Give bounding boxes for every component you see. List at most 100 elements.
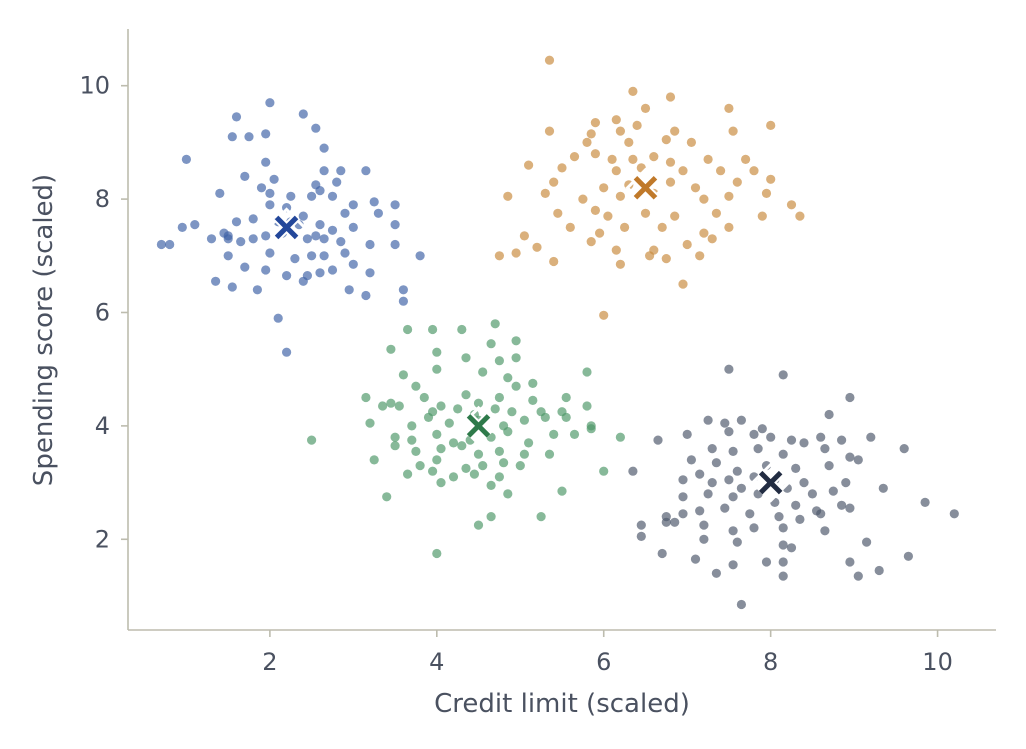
cluster-2-point-69: [682, 239, 692, 250]
cluster-2-point-21: [607, 154, 617, 164]
cluster-1-point-23: [315, 186, 325, 196]
cluster-1-point-42: [177, 222, 187, 232]
cluster-4-point-70: [749, 523, 759, 533]
cluster-4-point-31: [824, 461, 834, 471]
cluster-4-point-49: [728, 492, 738, 502]
cluster-3-point-41: [423, 412, 434, 422]
cluster-3-point-73: [461, 463, 471, 473]
cluster-2-point-42: [540, 188, 550, 198]
cluster-4-point-40: [678, 475, 688, 485]
cluster-1-point-66: [261, 265, 271, 275]
points-layer: [156, 55, 959, 610]
cluster-1-point-82: [415, 251, 425, 261]
cluster-4-point-12: [766, 432, 776, 442]
cluster-2-point-28: [557, 163, 567, 173]
cluster-1-point-52: [311, 231, 321, 241]
cluster-3-point-38: [582, 401, 592, 411]
cluster-1-point-14: [361, 166, 371, 176]
cluster-4-point-14: [799, 438, 809, 448]
cluster-3-point-59: [586, 424, 596, 434]
cluster-3-point-67: [494, 446, 504, 456]
cluster-1-centroid: [266, 207, 307, 248]
cluster-2-point-27: [524, 160, 534, 170]
cluster-4-point-80: [657, 548, 667, 559]
cluster-3-point-68: [519, 449, 530, 459]
cluster-2-point-60: [595, 228, 605, 238]
cluster-2-point-33: [749, 166, 759, 176]
cluster-2-point-70: [707, 234, 717, 244]
cluster-2-point-50: [590, 205, 601, 215]
cluster-1-point-20: [265, 188, 275, 198]
cluster-2-point-76: [661, 254, 671, 264]
cluster-2-point-24: [665, 157, 676, 167]
cluster-1-point-72: [227, 282, 237, 292]
cluster-2-point-71: [494, 251, 504, 261]
cluster-2-point-64: [724, 222, 734, 232]
cluster-2-point-19: [569, 152, 580, 162]
cluster-4-point-87: [903, 551, 914, 561]
cluster-3-point-63: [411, 446, 421, 456]
cluster-4-point-76: [699, 534, 709, 544]
cluster-1-point-60: [290, 254, 300, 264]
cluster-2-point-1: [544, 55, 555, 65]
cluster-4-point-88: [711, 568, 722, 578]
cluster-4-point-62: [795, 514, 805, 525]
cluster-4-point-75: [636, 531, 646, 542]
cluster-1-point-63: [340, 248, 350, 258]
cluster-3-point-8: [486, 339, 496, 349]
cluster-3-point-12: [582, 367, 592, 377]
cluster-3-point-14: [432, 364, 442, 374]
cluster-4-point-15: [816, 432, 826, 442]
cluster-2-point-13: [728, 126, 738, 136]
cluster-1-point-53: [319, 234, 329, 244]
cluster-4-point-58: [695, 506, 705, 516]
cluster-3-point-26: [494, 392, 504, 403]
cluster-1-point-78: [361, 290, 371, 301]
cluster-4-point-61: [774, 511, 784, 522]
cluster-2-centroid-mark: [633, 175, 658, 200]
cluster-4-point-64: [845, 503, 855, 513]
cluster-2-point-26: [741, 154, 751, 164]
cluster-1-point-77: [344, 285, 354, 295]
cluster-3-point-65: [457, 441, 467, 451]
x-tick-label-6: 6: [596, 648, 611, 676]
cluster-2-point-35: [599, 183, 609, 193]
x-tick-label-8: 8: [763, 648, 778, 676]
cluster-4-point-42: [736, 483, 747, 493]
cluster-3-point-34: [490, 404, 500, 414]
cluster-4-point-33: [695, 469, 705, 479]
cluster-4-centroid-mark: [758, 470, 783, 495]
cluster-3-point-3: [457, 324, 467, 335]
cluster-4-point-28: [732, 466, 742, 476]
centroids-layer: [266, 167, 791, 503]
cluster-4-point-54: [837, 500, 847, 510]
cluster-2-point-62: [657, 222, 667, 232]
cluster-4-point-7: [757, 424, 767, 434]
cluster-4-point-38: [841, 478, 851, 488]
cluster-3-point-64: [436, 444, 446, 454]
cluster-1-point-31: [340, 208, 350, 218]
cluster-3-point-77: [428, 466, 438, 476]
cluster-3-point-72: [432, 455, 442, 465]
cluster-3-point-81: [515, 461, 525, 471]
cluster-3-point-35: [507, 407, 517, 417]
cluster-2-point-65: [532, 242, 542, 252]
cluster-4-point-2: [778, 370, 788, 380]
cluster-1-point-2: [265, 98, 275, 108]
cluster-4-point-25: [899, 444, 909, 454]
cluster-1-point-61: [307, 251, 317, 261]
cluster-1-point-71: [211, 276, 221, 286]
cluster-4-point-9: [682, 429, 692, 439]
cluster-1-point-40: [156, 239, 166, 250]
cluster-1-point-6: [261, 129, 271, 139]
cluster-4-point-44: [807, 489, 818, 499]
cluster-1-point-15: [256, 183, 267, 193]
cluster-1-point-4: [227, 132, 237, 142]
cluster-2-point-11: [615, 126, 626, 136]
cluster-4-point-46: [878, 483, 888, 493]
cluster-2-point-25: [703, 154, 713, 164]
y-tick-label-4: 4: [95, 412, 110, 440]
cluster-2-point-77: [695, 251, 705, 261]
cluster-4-point-4: [703, 415, 713, 425]
